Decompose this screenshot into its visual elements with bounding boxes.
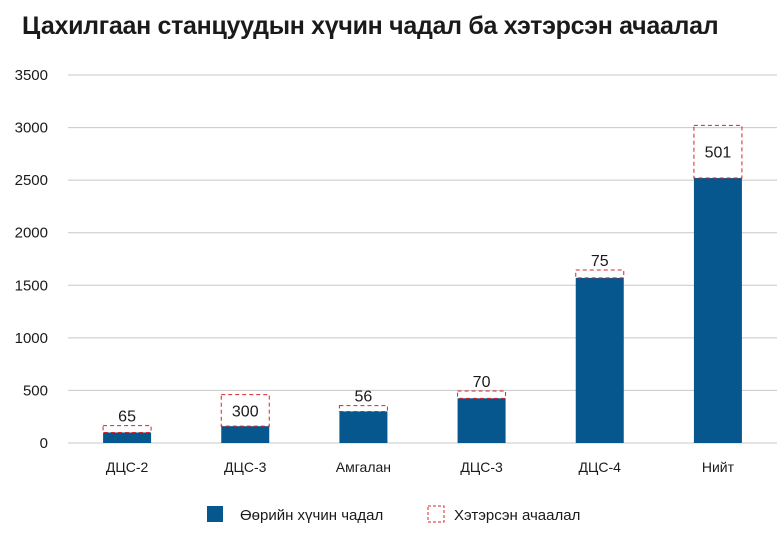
chart-title: Цахилгаан станцуудын хүчин чадал ба хэтэ…: [22, 12, 719, 40]
bar-overload: [102, 425, 152, 433]
data-label: 70: [473, 374, 491, 391]
bar-base: [221, 426, 270, 443]
y-tick-label: 3500: [15, 67, 48, 84]
category-label: Амгалан: [336, 459, 391, 475]
legend-label-overload: Хэтэрсэн ачаалал: [454, 507, 580, 524]
y-tick-label: 2500: [15, 172, 48, 189]
bar-overload: [693, 124, 743, 179]
y-tick-label: 0: [40, 435, 48, 452]
bar-base: [693, 178, 742, 444]
legend-label-base: Өөрийн хүчин чадал: [240, 507, 383, 524]
bar-overload: [220, 394, 270, 427]
y-tick-label: 3000: [15, 120, 48, 137]
data-label: 501: [705, 145, 732, 162]
category-label: ДЦС-3: [460, 459, 503, 475]
data-label: 56: [355, 389, 373, 406]
bar-base: [339, 411, 388, 443]
category-label: Нийт: [702, 459, 735, 475]
data-label: 300: [232, 403, 259, 420]
legend-swatch-base: [207, 506, 223, 522]
y-tick-label: 1000: [15, 330, 48, 347]
category-label: ДЦС-2: [106, 459, 149, 475]
legend-swatch-overload: [427, 505, 445, 523]
y-tick-label: 2000: [15, 225, 48, 242]
y-tick-label: 500: [23, 382, 48, 399]
bar-overload: [457, 390, 507, 399]
data-label: 75: [591, 253, 609, 270]
y-tick-label: 1500: [15, 277, 48, 294]
category-label: ДЦС-3: [224, 459, 267, 475]
bar-overload: [575, 269, 625, 279]
data-label: 65: [118, 409, 136, 426]
bar-overload: [338, 405, 388, 412]
category-label: ДЦС-4: [579, 459, 622, 475]
bar-base: [457, 398, 506, 443]
bar-base: [575, 277, 624, 443]
bar-base: [103, 432, 152, 443]
